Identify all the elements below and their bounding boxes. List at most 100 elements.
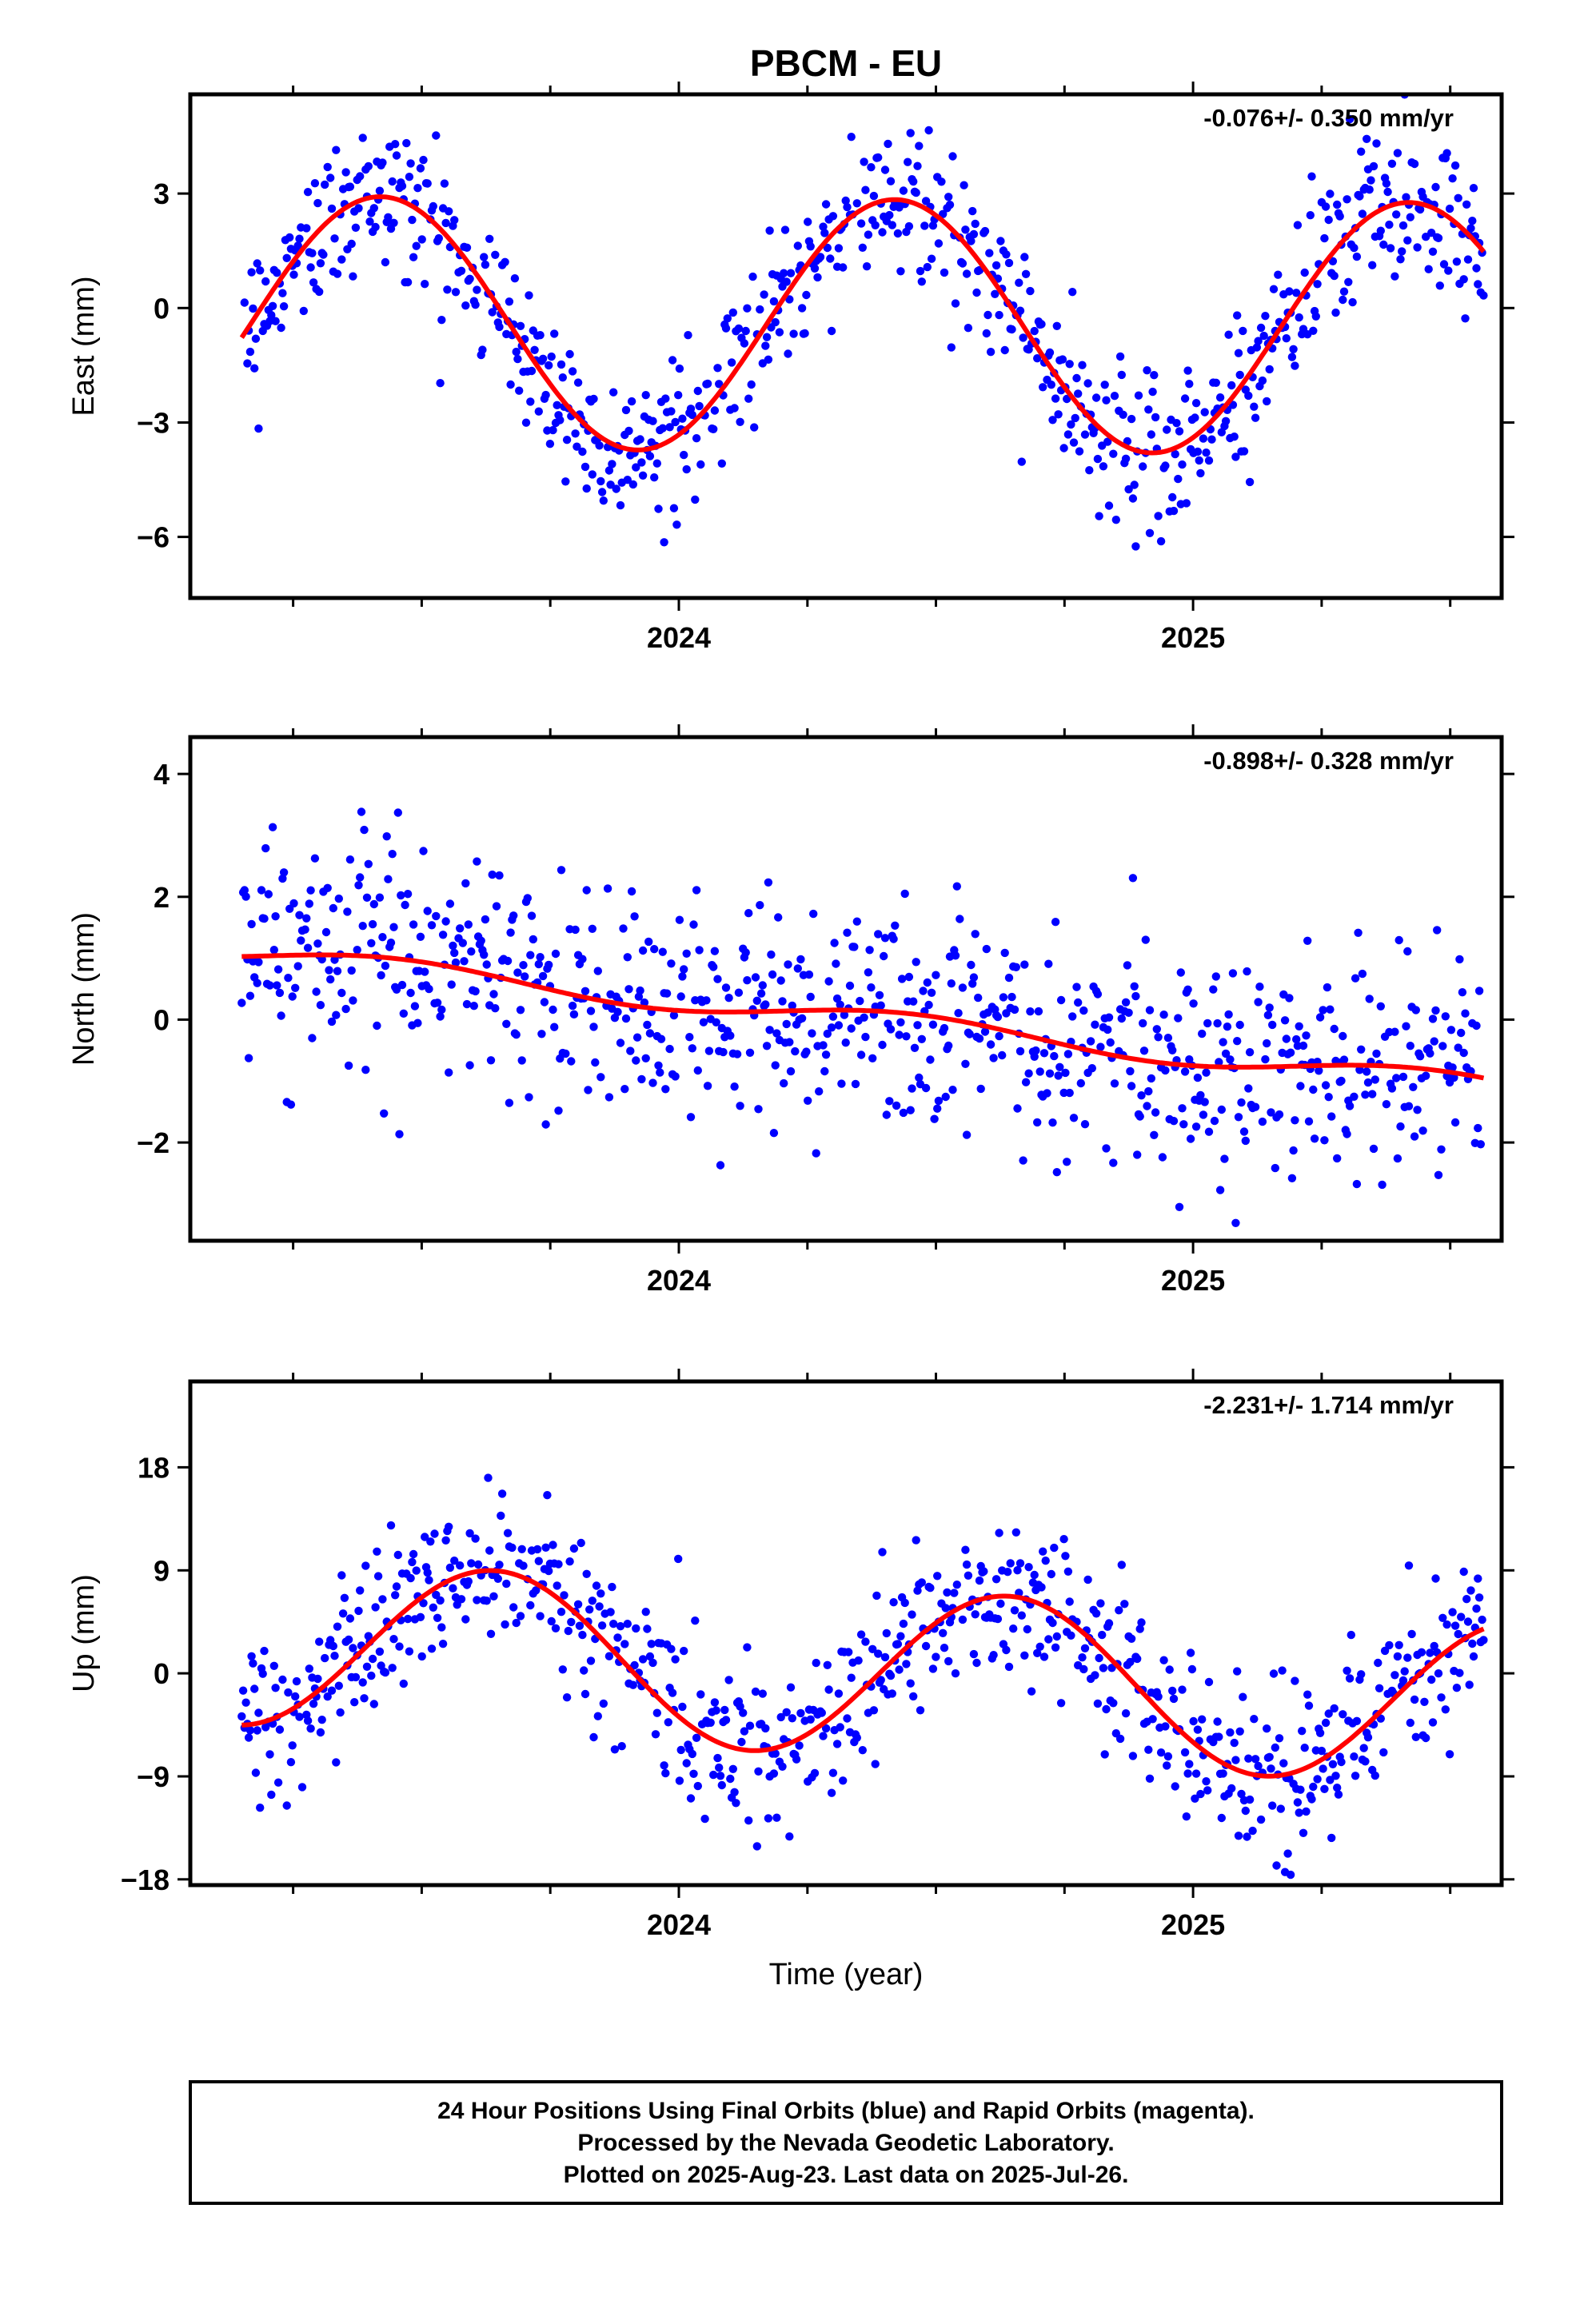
data-point [333, 1622, 342, 1631]
data-point [984, 310, 992, 320]
data-point [844, 1648, 853, 1656]
data-point [1137, 1618, 1146, 1627]
data-point [1295, 1808, 1303, 1817]
data-point [727, 358, 736, 367]
data-point [1063, 1567, 1073, 1577]
data-point [303, 1716, 313, 1725]
data-point [1154, 512, 1163, 520]
data-point [723, 314, 732, 323]
data-point [321, 927, 331, 937]
data-point [1102, 1144, 1111, 1153]
data-point [582, 886, 591, 895]
data-point [425, 1576, 433, 1585]
data-point [285, 233, 294, 242]
data-point [521, 418, 531, 427]
data-point [1182, 499, 1191, 508]
data-point [1169, 1694, 1179, 1704]
data-point [971, 1610, 980, 1619]
data-point [972, 288, 981, 297]
data-point [692, 434, 701, 443]
data-point [788, 1714, 796, 1723]
data-point [1287, 353, 1297, 361]
data-point [971, 930, 980, 939]
data-point [397, 181, 407, 190]
data-point [350, 1698, 359, 1707]
data-point [1306, 211, 1315, 220]
data-point [819, 222, 828, 231]
y-axis-label: East (mm) [67, 276, 101, 416]
data-point [581, 462, 590, 472]
data-point [353, 946, 361, 955]
data-point [1133, 1150, 1142, 1159]
data-point [869, 1706, 879, 1715]
data-point [1368, 261, 1377, 269]
data-point [245, 1726, 255, 1735]
data-point [971, 219, 980, 229]
data-point [1244, 1084, 1253, 1093]
data-point [1143, 1102, 1151, 1110]
data-point [758, 1689, 767, 1698]
data-point [826, 254, 835, 263]
data-point [921, 1641, 931, 1651]
data-point [641, 1054, 650, 1063]
data-point [368, 919, 377, 929]
data-point [371, 222, 380, 232]
data-point [1041, 1557, 1050, 1565]
data-point [789, 329, 798, 338]
data-point [680, 965, 688, 974]
data-point [1091, 393, 1101, 402]
data-point [326, 173, 335, 182]
data-point [364, 859, 373, 869]
data-point [580, 1666, 589, 1675]
data-point [899, 1108, 908, 1118]
data-point [893, 229, 903, 238]
data-point [412, 1566, 421, 1575]
data-point [1069, 1114, 1079, 1122]
data-point [1098, 1630, 1107, 1640]
data-point [303, 188, 313, 197]
data-point [940, 268, 949, 277]
data-point [527, 366, 537, 376]
data-point [364, 161, 373, 171]
data-point [308, 249, 317, 257]
data-point [1059, 444, 1068, 452]
data-point [662, 989, 672, 998]
data-point [656, 1068, 664, 1077]
data-point [632, 1056, 640, 1065]
data-point [1050, 1051, 1059, 1061]
data-point [1072, 983, 1081, 991]
data-point [888, 221, 897, 229]
data-point [917, 277, 927, 286]
x-tick-label: 2025 [1161, 1908, 1225, 1941]
data-point [1472, 264, 1481, 273]
data-point [710, 1698, 720, 1707]
data-point [804, 1096, 812, 1106]
data-point [1145, 1774, 1155, 1783]
data-point [1251, 413, 1260, 422]
data-point [1307, 1795, 1316, 1804]
data-point [432, 131, 441, 140]
data-point [332, 145, 341, 154]
data-point [740, 1727, 749, 1736]
data-point [582, 1569, 591, 1579]
data-point [1024, 1069, 1033, 1078]
data-point [710, 947, 720, 955]
data-point [1186, 1134, 1195, 1143]
data-point [515, 386, 524, 395]
data-point [715, 380, 724, 389]
data-point [762, 1042, 772, 1050]
data-point [330, 955, 339, 964]
data-point [644, 937, 653, 947]
data-point [1450, 1118, 1460, 1127]
data-point [712, 1706, 720, 1715]
data-point [837, 1079, 846, 1088]
data-point [1193, 447, 1203, 456]
data-point [284, 1688, 293, 1697]
data-point [1472, 1021, 1481, 1030]
data-point [765, 226, 774, 235]
data-point [1226, 1055, 1235, 1064]
data-point [1355, 192, 1364, 201]
data-point [589, 1732, 598, 1742]
data-point [247, 919, 256, 929]
data-point [941, 1604, 950, 1612]
